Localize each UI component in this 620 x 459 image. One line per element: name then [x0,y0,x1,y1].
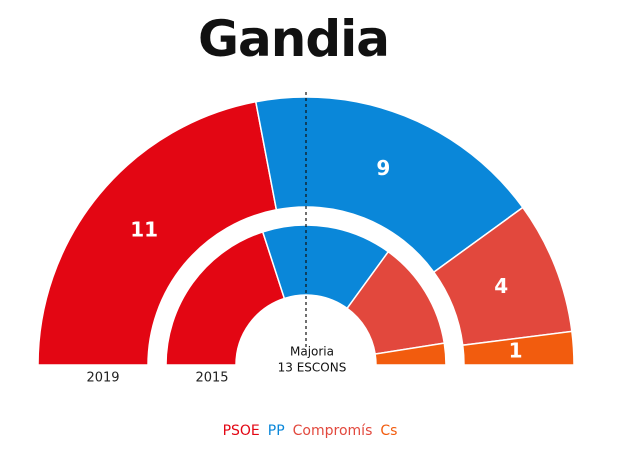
chart-title: Gandia [197,10,390,68]
seat-segment-2019-psoe [37,100,278,366]
legend-item-cs: Cs [380,423,398,439]
seat-label-2019-comproms: 4 [494,274,508,298]
legend-item-comproms: Compromís [292,423,373,439]
seat-segment-2015-psoe [165,230,286,366]
majority-seats-label: 13 ESCONS [278,361,347,375]
seat-label-2019-cs: 1 [509,338,523,362]
seat-label-2019-psoe: 11 [130,218,158,242]
seat-segment-2015-cs [374,342,447,366]
legend-item-pp: PP [267,423,285,439]
majority-label: Majoria [290,345,334,359]
ring-year-label-2019: 2019 [86,371,119,386]
seat-label-2019-pp: 9 [376,156,390,180]
seat-segment-2019-cs [461,330,575,366]
seat-segment-2019-pp [254,96,524,274]
legend-item-psoe: PSOE [222,423,260,439]
ring-year-label-2015: 2015 [195,371,228,386]
legend: PSOE PP Compromís Cs [0,423,620,439]
